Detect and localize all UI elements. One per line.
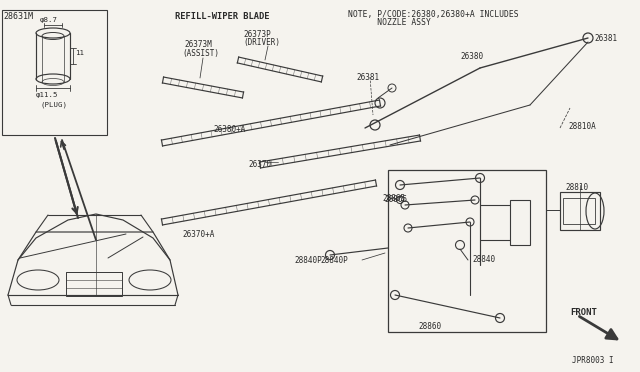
Text: 28810: 28810 bbox=[565, 183, 588, 192]
Text: REFILL-WIPER BLADE: REFILL-WIPER BLADE bbox=[175, 12, 269, 21]
Text: 28860: 28860 bbox=[418, 322, 441, 331]
Text: φ8.7: φ8.7 bbox=[40, 17, 58, 23]
Text: NOZZLE ASSY: NOZZLE ASSY bbox=[348, 18, 431, 27]
Text: 26370: 26370 bbox=[248, 160, 271, 169]
Bar bbox=[560, 192, 600, 230]
Text: (ASSIST): (ASSIST) bbox=[182, 49, 219, 58]
Text: 28840P: 28840P bbox=[320, 256, 348, 265]
Text: 26380+A: 26380+A bbox=[213, 125, 245, 134]
Text: φ11.5: φ11.5 bbox=[36, 92, 58, 98]
Text: 28631M: 28631M bbox=[3, 12, 33, 21]
Text: 28865: 28865 bbox=[384, 195, 407, 204]
Text: 26370+A: 26370+A bbox=[182, 230, 214, 239]
Text: (PLUG): (PLUG) bbox=[41, 101, 68, 108]
Text: (DRIVER): (DRIVER) bbox=[243, 38, 280, 47]
Text: 26373M: 26373M bbox=[184, 40, 212, 49]
Bar bbox=[563, 198, 595, 224]
Bar bbox=[510, 200, 530, 245]
Text: 28865: 28865 bbox=[382, 194, 405, 203]
Text: FRONT: FRONT bbox=[570, 308, 597, 317]
Bar bbox=[2, 10, 107, 135]
Text: 26373P: 26373P bbox=[243, 30, 271, 39]
Text: 26381: 26381 bbox=[594, 34, 617, 43]
Text: 28840: 28840 bbox=[472, 255, 495, 264]
Text: NOTE, P/CODE:26380,26380+A INCLUDES: NOTE, P/CODE:26380,26380+A INCLUDES bbox=[348, 10, 518, 19]
Text: 26380: 26380 bbox=[460, 52, 483, 61]
Bar bbox=[66, 272, 122, 296]
Text: 26381: 26381 bbox=[356, 73, 379, 82]
Text: 28810A: 28810A bbox=[568, 122, 596, 131]
Text: JPR8003 I: JPR8003 I bbox=[572, 356, 614, 365]
Text: 11: 11 bbox=[75, 50, 84, 56]
Text: 28840P: 28840P bbox=[294, 256, 322, 265]
Bar bbox=[388, 170, 546, 332]
